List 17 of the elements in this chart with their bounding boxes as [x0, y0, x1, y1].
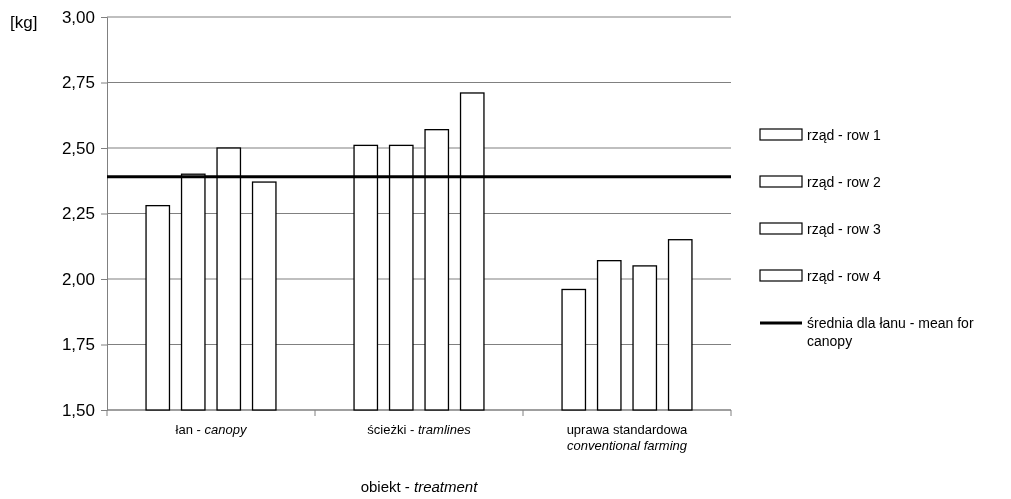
- y-tick-label: 1,75: [61, 335, 95, 355]
- legend-label: średnia dla łanu - mean for canopy: [807, 315, 974, 349]
- y-tick-label: 3,00: [61, 7, 95, 27]
- x-tick-label: łan - canopy: [175, 422, 248, 437]
- x-tick-label: uprawa standardowa conventional farming: [566, 422, 689, 453]
- x-tick-label: ścieżki - tramlines: [367, 422, 472, 437]
- y-axis-title: [kg]: [10, 13, 38, 32]
- y-tick-label: 2,25: [61, 204, 95, 224]
- legend-label: rząd - row 1: [807, 127, 882, 143]
- y-tick-label: 2,75: [61, 73, 95, 93]
- x-axis-title: obiekt - treatment: [360, 478, 479, 495]
- legend-label: rząd - row 4: [807, 268, 882, 284]
- legend-label: rząd - row 3: [807, 221, 882, 237]
- legend-label: rząd - row 2: [807, 174, 882, 190]
- y-tick-label: 2,00: [61, 269, 95, 289]
- y-tick-label: 2,50: [61, 138, 95, 158]
- y-tick-label: 1,50: [61, 400, 95, 420]
